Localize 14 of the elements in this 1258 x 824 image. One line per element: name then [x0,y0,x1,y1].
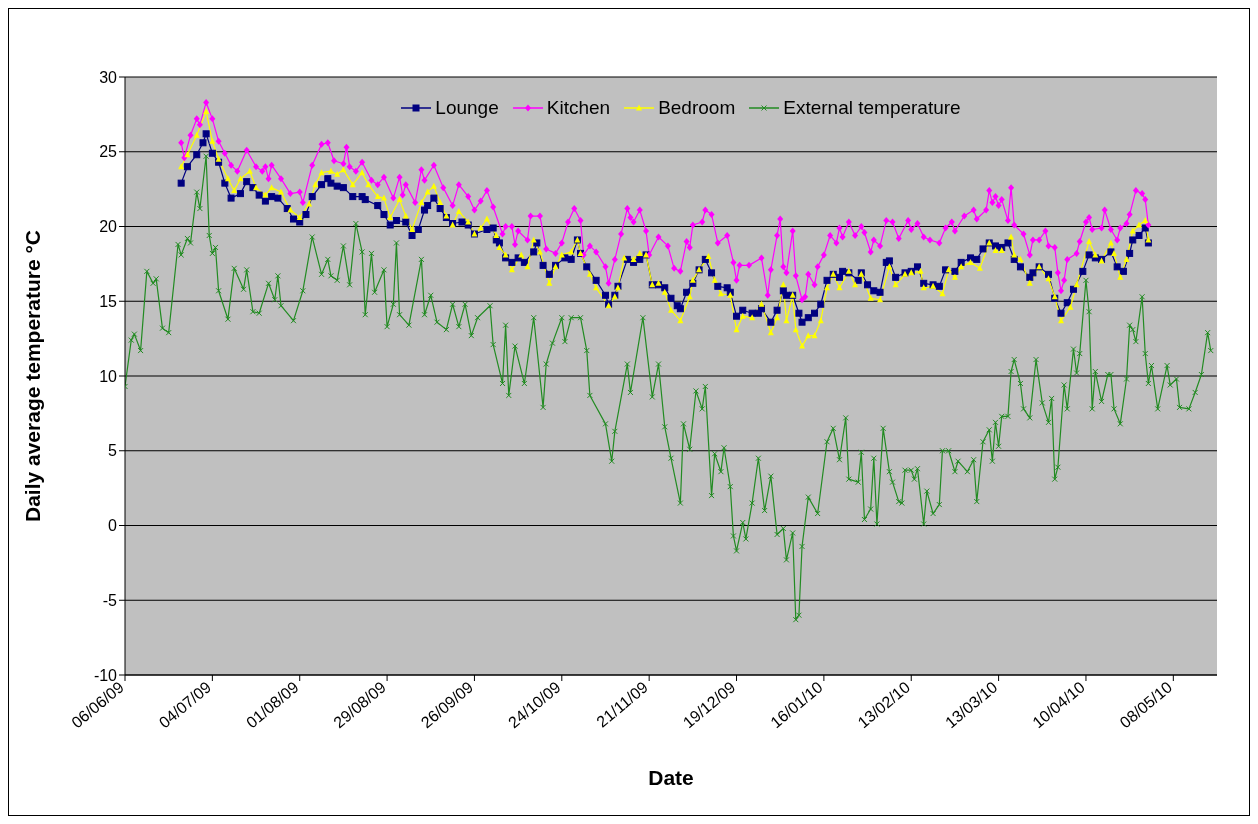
y-tick-label: 5 [108,442,118,460]
legend-label: Lounge [435,97,499,119]
y-axis-title: Daily average temperature °C [21,229,45,523]
y-tick-label: 0 [108,517,118,535]
y-tick-label: 30 [99,68,118,86]
y-tick-label: -5 [102,591,118,609]
y-tick-label: 20 [99,218,118,236]
y-tick-label: 10 [99,367,118,385]
x-axis-title: Date [648,766,694,789]
legend-label: Bedroom [658,97,736,119]
y-tick-label: 25 [99,143,118,161]
y-tick-label: 15 [99,292,118,310]
legend-label: Kitchen [546,97,611,119]
legend-label: External temperature [783,97,961,119]
